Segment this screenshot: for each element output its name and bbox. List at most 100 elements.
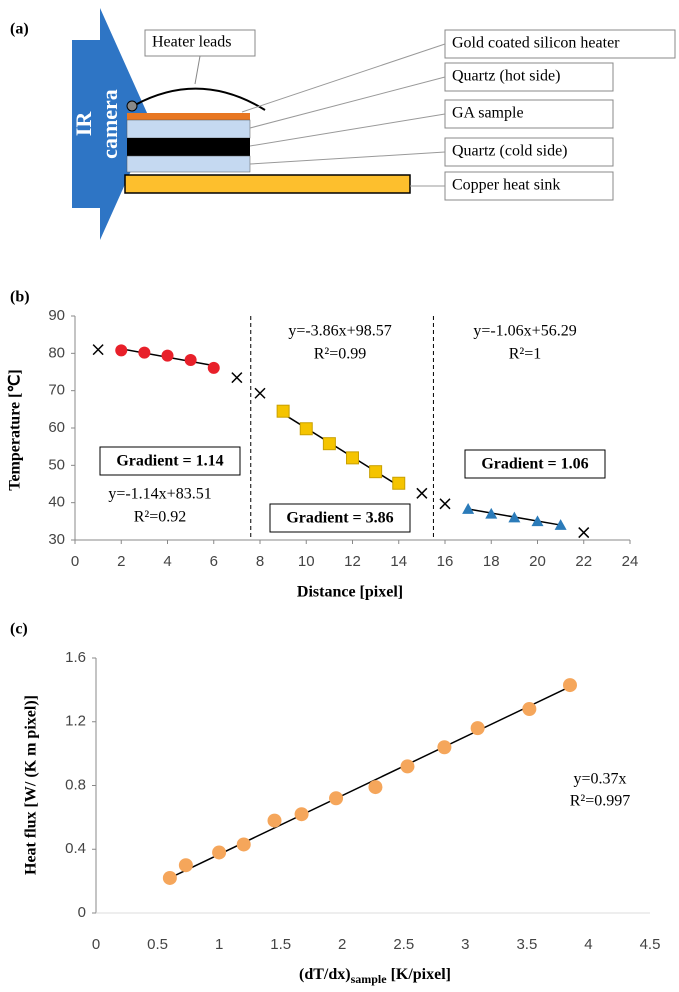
- point: [368, 780, 383, 795]
- y-tick-label: 90: [48, 307, 65, 324]
- y-tick-label: 30: [48, 531, 65, 548]
- point: [138, 346, 151, 359]
- quartz-cold: [126, 155, 251, 173]
- layer-label: GA sample: [452, 105, 524, 122]
- annotation-box: [269, 503, 411, 533]
- x-tick-label: 1.5: [270, 936, 291, 953]
- x-tick-label: 16: [437, 553, 454, 570]
- x-tick-label: 6: [210, 553, 218, 570]
- x-tick-label: 20: [529, 553, 546, 570]
- heater-layer: [127, 113, 250, 120]
- annotation: Gradient = 3.86: [286, 510, 393, 527]
- x-tick-label: 2: [117, 553, 125, 570]
- point: [578, 527, 590, 539]
- y-tick-label: 80: [48, 344, 65, 361]
- point: [437, 740, 452, 755]
- x-axis-label: (dT/dx)sample [K/pixel]: [299, 966, 451, 986]
- y-tick-label: 70: [48, 382, 65, 399]
- lead-contact: [126, 100, 138, 112]
- annotation: Gradient = 1.14: [116, 453, 223, 470]
- point: [322, 437, 336, 451]
- annotation-box: [464, 449, 606, 479]
- point: [212, 845, 227, 860]
- y-tick-label: 1.6: [65, 649, 86, 666]
- point: [470, 721, 485, 736]
- annotation: y=-1.14x+83.51: [108, 486, 211, 503]
- point: [522, 702, 537, 716]
- x-label-part: (dT/dx): [299, 966, 351, 983]
- label-box: [444, 29, 676, 59]
- annotation: y=-3.86x+98.57: [288, 323, 391, 340]
- x-axis-label: Distance [pixel]: [297, 584, 403, 601]
- point: [231, 372, 243, 384]
- fit-line: [169, 686, 571, 879]
- camera-arrow: [72, 8, 152, 240]
- point: [267, 813, 282, 828]
- layer-label: Gold coated silicon heater: [452, 35, 620, 52]
- point: [531, 515, 544, 527]
- arrow-label: IR: [71, 111, 96, 137]
- x-label-part: sample: [351, 972, 388, 986]
- leader: [241, 43, 446, 113]
- layer-label: Quartz (cold side): [452, 143, 568, 160]
- annotation: R²=1: [509, 346, 542, 363]
- point: [485, 507, 498, 519]
- layer-labels: Gold coated silicon heater Quartz (hot s…: [241, 29, 676, 201]
- point: [329, 791, 344, 806]
- point: [276, 404, 290, 418]
- leader: [249, 151, 446, 165]
- point: [554, 519, 567, 530]
- point: [92, 344, 104, 356]
- annotation-box: [99, 446, 241, 476]
- label-box: [444, 171, 614, 201]
- point: [299, 422, 313, 436]
- y-tick-label: 50: [48, 456, 65, 473]
- x-tick-label: 10: [298, 553, 315, 570]
- x-tick-label: 2: [338, 936, 346, 953]
- annotation: y=0.37x: [573, 771, 626, 788]
- x-label-part: [K/pixel]: [387, 966, 451, 983]
- label-box: [444, 99, 614, 129]
- point: [236, 837, 251, 852]
- copper-sink: [124, 174, 411, 194]
- point: [184, 354, 197, 367]
- point: [392, 476, 406, 490]
- ga-sample: [127, 138, 250, 156]
- point: [207, 361, 220, 374]
- x-tick-label: 24: [622, 553, 639, 570]
- x-tick-label: 0: [71, 553, 79, 570]
- point: [462, 503, 475, 514]
- point: [294, 807, 309, 822]
- panel-label: (b): [10, 289, 30, 306]
- leader: [249, 76, 446, 129]
- y-tick-label: 0.8: [65, 776, 86, 793]
- point: [162, 870, 177, 885]
- point: [562, 678, 577, 693]
- arrow-label: camera: [97, 89, 122, 159]
- heater-lead: [134, 87, 266, 111]
- y-tick-label: 1.2: [65, 713, 86, 730]
- annotation: y=-1.06x+56.29: [473, 323, 576, 340]
- heater-label: Heater leads: [152, 34, 232, 51]
- point: [161, 349, 174, 362]
- layer-label: Copper heat sink: [452, 177, 560, 194]
- x-tick-label: 3: [461, 936, 469, 953]
- x-tick-label: 8: [256, 553, 264, 570]
- point: [400, 759, 415, 774]
- point: [254, 387, 266, 399]
- x-tick-label: 1: [215, 936, 223, 953]
- y-tick-label: 60: [48, 419, 65, 436]
- x-tick-label: 3.5: [516, 936, 537, 953]
- point: [115, 344, 128, 357]
- x-tick-label: 2.5: [393, 936, 414, 953]
- y-tick-label: 40: [48, 494, 65, 511]
- x-tick-label: 0.5: [147, 936, 168, 953]
- x-tick-label: 4: [163, 553, 171, 570]
- point: [346, 451, 359, 465]
- point: [416, 487, 428, 499]
- quartz-hot: [126, 119, 251, 139]
- point: [508, 511, 521, 523]
- y-axis-label: Temperature [℃]: [7, 369, 24, 491]
- x-tick-label: 18: [483, 553, 500, 570]
